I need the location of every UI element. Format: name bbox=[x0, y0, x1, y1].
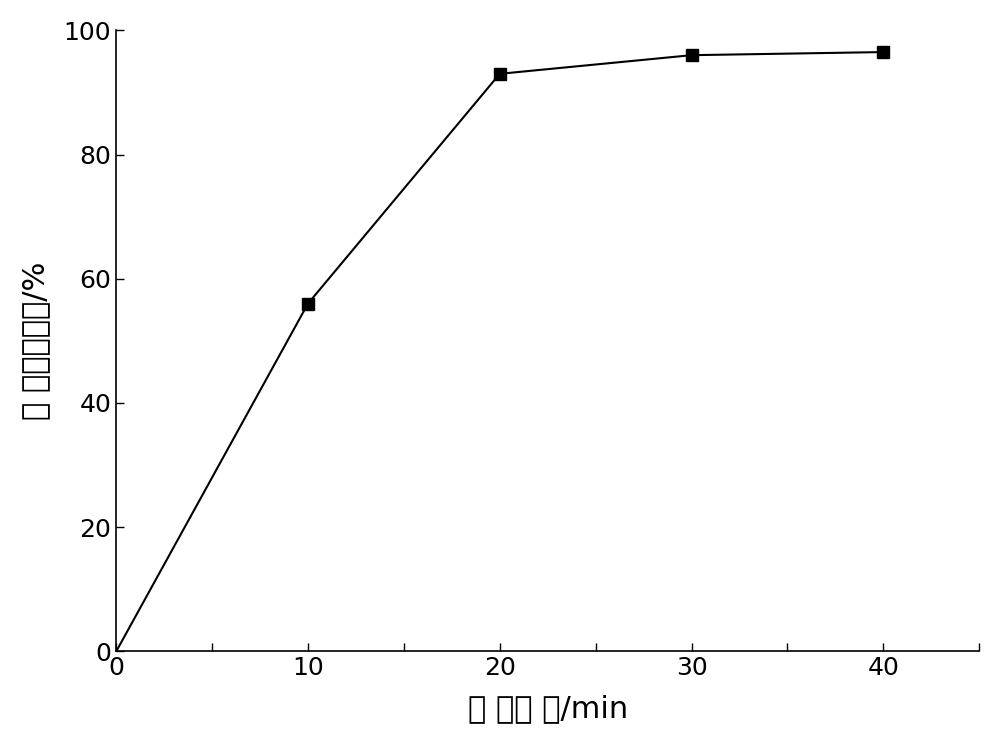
X-axis label: 反 应时 间/min: 反 应时 间/min bbox=[468, 694, 628, 723]
Y-axis label: 甲 基橙降解率/%: 甲 基橙降解率/% bbox=[21, 262, 50, 420]
